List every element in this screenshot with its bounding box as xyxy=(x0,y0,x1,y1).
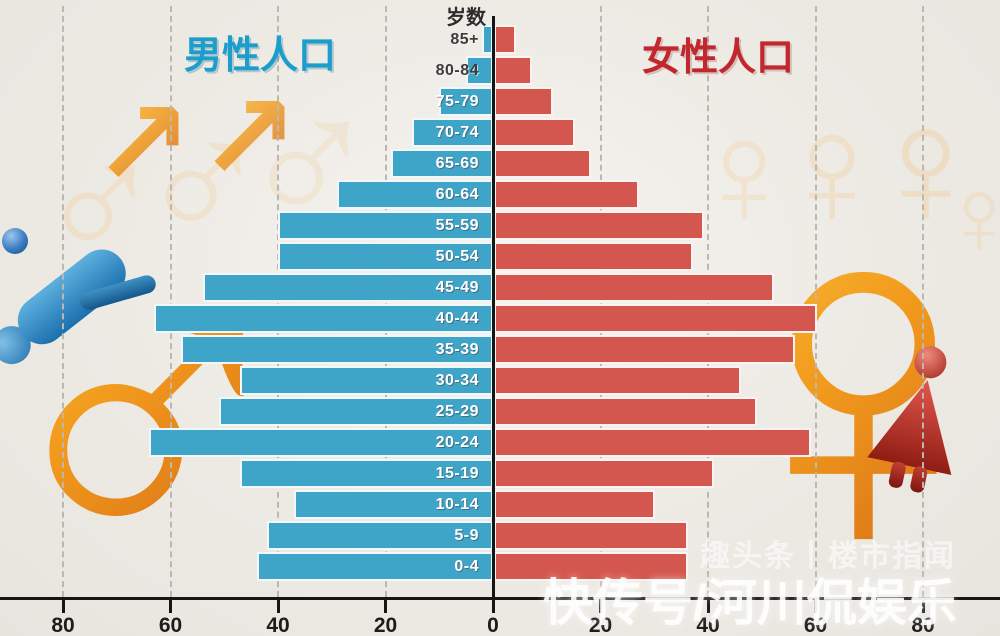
male-bar-20-24 xyxy=(149,428,493,457)
female-bar-65-69 xyxy=(494,149,591,178)
age-group-label: 60-64 xyxy=(435,186,479,203)
female-figure-head xyxy=(911,343,950,382)
female-bar-20-24 xyxy=(494,428,812,457)
female-population-title: 女性人口 xyxy=(642,37,795,79)
male-bar-80-84 xyxy=(466,56,493,85)
male-bar-40-44 xyxy=(154,304,493,333)
age-group-label: 55-59 xyxy=(435,217,479,234)
x-axis-tick xyxy=(921,600,925,613)
x-axis-tick xyxy=(706,600,710,613)
age-group-label: 5-9 xyxy=(454,527,479,544)
age-axis-label: 岁数 xyxy=(446,7,486,29)
female-bar-15-19 xyxy=(494,459,715,488)
female-figure-leg xyxy=(887,460,907,489)
x-axis-tick xyxy=(169,600,172,613)
gridline xyxy=(814,6,817,597)
x-axis-tick xyxy=(384,600,387,613)
x-axis-tick-label: 20 xyxy=(373,614,398,636)
gridline xyxy=(62,6,64,597)
watermark-large: 快传号/河川侃娱乐 xyxy=(543,575,957,631)
male-bar-25-29 xyxy=(218,397,493,426)
female-bar-30-34 xyxy=(494,366,742,395)
age-group-label: 70-74 xyxy=(435,124,479,141)
x-axis-tick-label: 40 xyxy=(696,614,720,636)
x-axis-tick-label: 20 xyxy=(588,614,613,636)
age-group-label: 45-49 xyxy=(435,279,479,296)
x-axis-tick-label: 0 xyxy=(487,614,499,636)
male-bar-0-4 xyxy=(256,552,493,581)
male-population-title: 男性人口 xyxy=(184,35,337,77)
age-group-label: 75-79 xyxy=(435,93,479,110)
female-bar-35-39 xyxy=(494,335,795,364)
age-group-label: 20-24 xyxy=(435,434,479,451)
male-bar-75-79 xyxy=(439,87,493,116)
gridline xyxy=(922,6,924,597)
center-axis-line xyxy=(491,16,495,600)
age-group-label: 65-69 xyxy=(435,155,479,172)
female-symbol-watermark-icon: ♀ xyxy=(688,98,801,248)
male-bar-30-34 xyxy=(240,366,493,395)
male-symbol-watermark-icon: ♂ xyxy=(136,92,271,272)
female-bar-80-84 xyxy=(494,56,532,85)
age-group-label: 80-84 xyxy=(435,62,479,79)
female-bar-85+ xyxy=(494,25,516,54)
x-axis-tick xyxy=(599,600,602,613)
female-bar-25-29 xyxy=(494,397,758,426)
age-group-label: 10-14 xyxy=(435,496,479,513)
sphere-icon xyxy=(2,228,28,254)
female-bar-40-44 xyxy=(494,304,817,333)
age-group-label: 15-19 xyxy=(435,465,479,482)
x-axis-tick-label: 80 xyxy=(911,614,935,636)
x-axis-tick xyxy=(61,600,65,613)
male-bar-15-19 xyxy=(240,459,493,488)
male-bar-70-74 xyxy=(412,118,493,147)
arrow-up-right-icon: ↗ xyxy=(92,77,193,211)
female-bar-55-59 xyxy=(494,211,704,240)
female-bar-10-14 xyxy=(494,490,656,519)
female-symbol-watermark-icon: ♀ xyxy=(772,90,892,250)
male-bar-35-39 xyxy=(181,335,493,364)
age-group-label: 35-39 xyxy=(435,341,479,358)
female-symbol-watermark-icon: ♀ xyxy=(862,82,990,252)
male-bar-10-14 xyxy=(294,490,493,519)
watermark-small: 趣头条丨楼市指闻 xyxy=(700,540,956,573)
age-group-label: 0-4 xyxy=(454,558,479,575)
female-bar-0-4 xyxy=(494,552,688,581)
x-axis-line xyxy=(0,597,1000,600)
age-group-label: 85+ xyxy=(450,31,479,48)
female-bar-60-64 xyxy=(494,180,640,209)
x-axis-tick xyxy=(814,600,817,613)
x-axis-tick-label: 60 xyxy=(803,614,828,636)
x-axis-tick-label: 60 xyxy=(158,614,183,636)
female-bar-45-49 xyxy=(494,273,774,302)
x-axis-tick-label: 80 xyxy=(51,614,75,636)
female-bar-75-79 xyxy=(494,87,554,116)
male-bar-45-49 xyxy=(202,273,493,302)
female-figure-dress xyxy=(867,371,969,475)
age-group-label: 30-34 xyxy=(435,372,479,389)
age-group-label: 50-54 xyxy=(435,248,479,265)
x-axis-tick xyxy=(491,600,495,613)
age-group-label: 25-29 xyxy=(435,403,479,420)
female-bar-50-54 xyxy=(494,242,693,271)
gridline xyxy=(169,6,172,597)
age-group-label: 40-44 xyxy=(435,310,479,327)
male-bar-55-59 xyxy=(278,211,493,240)
female-symbol-watermark-icon: ♀ xyxy=(938,162,1000,272)
female-figure-leg xyxy=(909,465,929,494)
arrow-up-right-icon: ↗ xyxy=(198,71,299,205)
male-bar-5-9 xyxy=(267,521,493,550)
female-bar-70-74 xyxy=(494,118,575,147)
x-axis-tick xyxy=(276,600,280,613)
female-bar-5-9 xyxy=(494,521,688,550)
x-axis-tick-label: 40 xyxy=(266,614,290,636)
